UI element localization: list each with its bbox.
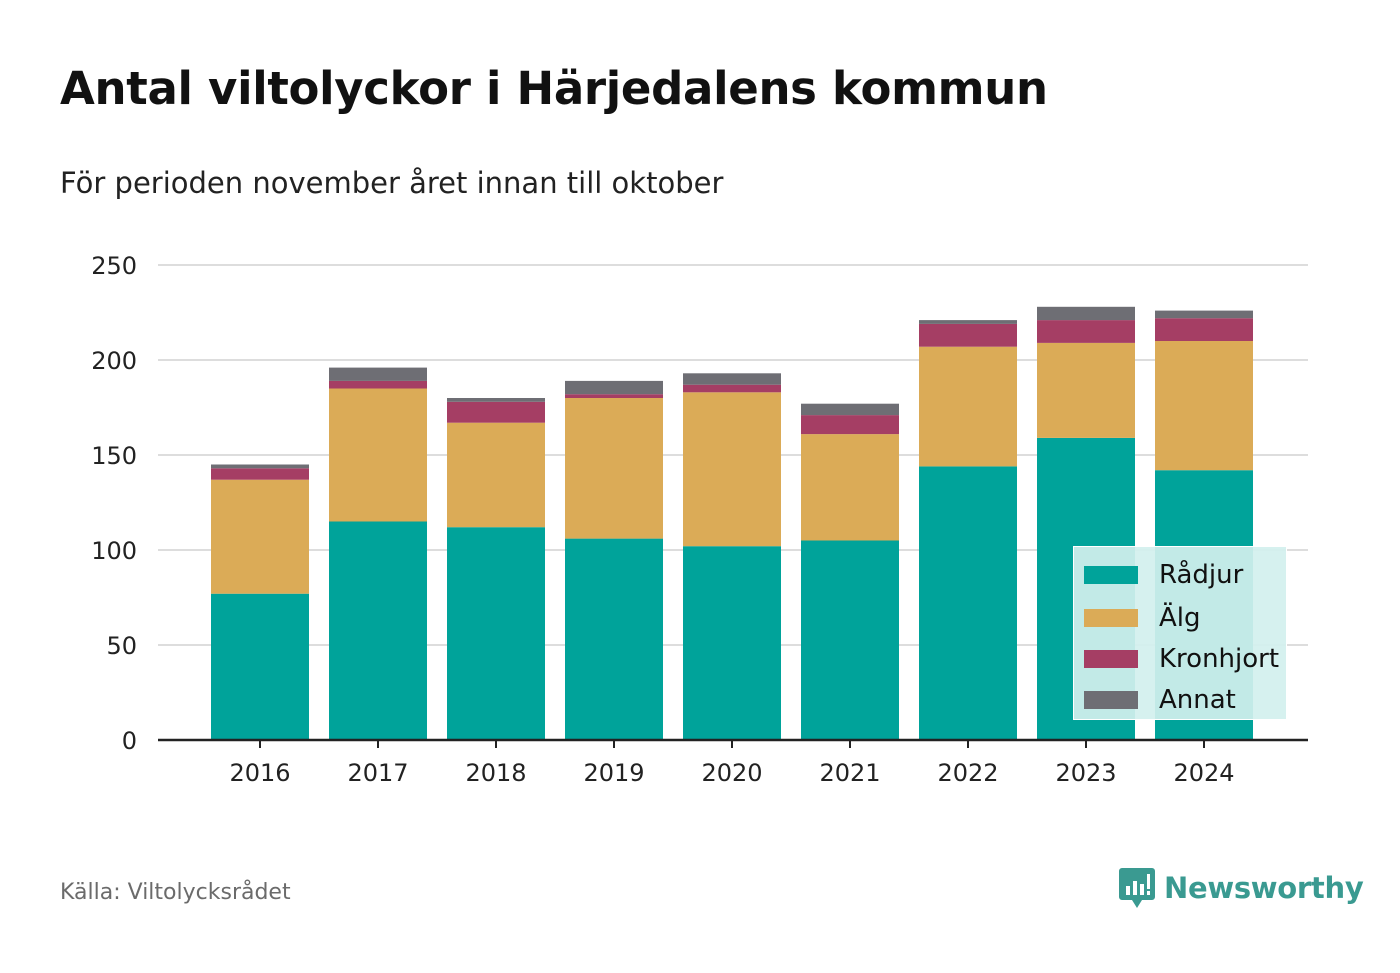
brand-name: Newsworthy [1164,871,1364,905]
legend-swatch [1084,609,1138,627]
bar-segment-kronhjort [211,468,309,480]
bar-segment-annat [919,320,1017,324]
x-tick-label: 2023 [1055,759,1116,787]
bar-segment-rådjur [447,527,545,740]
bar-segment-kronhjort [919,323,1017,347]
y-tick-label: 250 [91,252,137,280]
legend-swatch [1084,650,1138,668]
bar-segment-rådjur [801,540,899,740]
legend: Rådjur Älg Kronhjort Annat [1073,546,1287,720]
legend-swatch [1084,691,1138,709]
stacked-bar-chart: 0 50 100 150 200 250 2016 2017 2018 2019 2020 2021 2… [91,252,1308,787]
x-tick-label: 2021 [819,759,880,787]
bar-segment-älg [801,434,899,541]
chart-subtitle: För perioden november året innan till ok… [60,166,724,200]
bar-segment-annat [1037,306,1135,321]
chart-title: Antal viltolyckor i Härjedalens kommun [60,62,1048,115]
x-tick-label: 2016 [229,759,290,787]
bar-segment-kronhjort [329,380,427,389]
bar-segment-annat [683,373,781,385]
brand-logo[interactable]: Newsworthy [1118,866,1364,910]
source-note: Källa: Viltolycksrådet [60,880,291,905]
bar-segment-kronhjort [801,415,899,435]
bar-segment-rådjur [211,593,309,740]
bar-segment-annat [1155,310,1253,319]
legend-item-rådjur[interactable]: Rådjur [1084,560,1243,590]
bar-segment-älg [211,479,309,594]
x-tick-label: 2022 [937,759,998,787]
y-tick-label: 150 [91,442,137,470]
x-tick-label: 2024 [1173,759,1234,787]
legend-label: Kronhjort [1159,644,1280,674]
legend-label: Älg [1159,603,1201,633]
bar-segment-annat [447,398,545,402]
y-tick-label: 50 [106,632,137,660]
x-tick-label: 2020 [701,759,762,787]
bar-segment-älg [683,392,781,547]
bar-segment-annat [211,464,309,469]
legend-label: Rådjur [1159,560,1244,590]
y-tick-label: 100 [91,537,137,565]
bar-segment-älg [329,388,427,522]
bar-segment-rådjur [565,538,663,740]
y-tick-label: 0 [122,727,137,755]
bar-segment-rådjur [683,546,781,740]
bar-segment-älg [565,398,663,539]
bar-segment-rådjur [919,466,1017,740]
x-tick-label: 2019 [583,759,644,787]
bar-segment-älg [1037,342,1135,438]
axes: 0 50 100 150 200 250 2016 2017 2018 2019 2020 2021 2… [91,252,1308,787]
legend-label: Annat [1159,685,1236,715]
bar-segment-älg [447,422,545,528]
x-tick-label: 2017 [347,759,408,787]
bar-segment-kronhjort [565,394,663,398]
bar-segment-älg [919,346,1017,467]
bar-segment-kronhjort [1037,320,1135,343]
bar-segment-rådjur [329,521,427,740]
y-tick-label: 200 [91,347,137,375]
legend-item-kronhjort[interactable]: Kronhjort [1084,644,1279,674]
bar-segment-annat [329,367,427,381]
legend-swatch [1084,566,1138,584]
bar-segment-annat [801,403,899,416]
bar-segment-annat [565,380,663,395]
bar-segment-kronhjort [447,401,545,423]
legend-item-annat[interactable]: Annat [1084,685,1236,715]
bar-segment-älg [1155,341,1253,471]
legend-item-älg[interactable]: Älg [1084,603,1201,633]
bar-segment-kronhjort [1155,318,1253,341]
x-tick-label: 2018 [465,759,526,787]
bar-segment-kronhjort [683,384,781,393]
bar-chart-speech-bubble-icon [1119,868,1155,908]
